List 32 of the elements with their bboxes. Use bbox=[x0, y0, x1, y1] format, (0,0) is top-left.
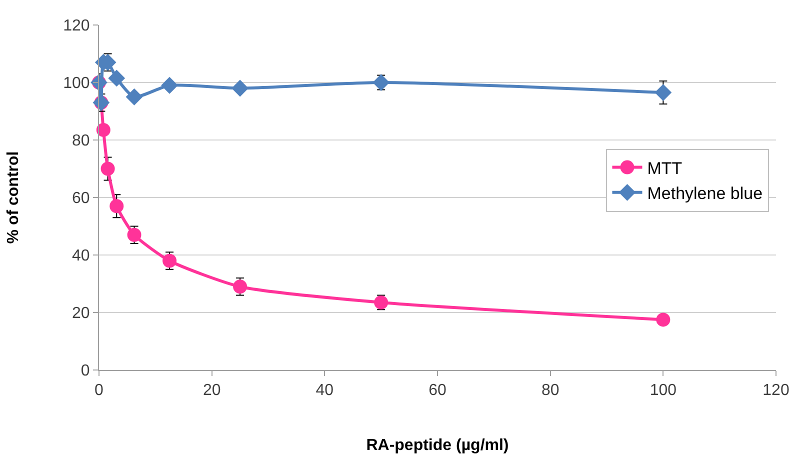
point bbox=[232, 80, 248, 97]
point bbox=[374, 295, 388, 310]
point bbox=[162, 254, 177, 268]
y-tick-label: 80 bbox=[72, 132, 90, 150]
point bbox=[656, 312, 670, 327]
x-tick-label: 100 bbox=[650, 382, 677, 400]
legend-label: Methylene blue bbox=[647, 184, 763, 204]
x-axis-title: RA-peptide (µg/ml) bbox=[366, 436, 509, 454]
x-tick-label: 80 bbox=[541, 382, 560, 400]
point bbox=[126, 88, 143, 106]
x-tick-label: 60 bbox=[428, 382, 446, 400]
point bbox=[96, 122, 110, 137]
point bbox=[161, 76, 178, 94]
point bbox=[110, 199, 124, 214]
x-tick-label: 120 bbox=[762, 382, 790, 400]
legend-label: MTT bbox=[647, 158, 682, 178]
x-tick-label: 0 bbox=[94, 382, 104, 400]
point bbox=[372, 74, 390, 91]
y-tick-label: 60 bbox=[72, 190, 90, 208]
y-tick-label: 20 bbox=[72, 305, 90, 322]
x-tick-label: 20 bbox=[202, 382, 221, 400]
point bbox=[654, 84, 672, 102]
point bbox=[100, 162, 115, 176]
y-tick-label: 120 bbox=[63, 18, 90, 35]
y-tick-label: 0 bbox=[80, 362, 90, 380]
y-axis-title: % of control bbox=[4, 151, 22, 244]
x-tick-label: 40 bbox=[316, 382, 334, 400]
y-tick-label: 100 bbox=[63, 75, 90, 92]
y-tick-label: 40 bbox=[72, 248, 90, 265]
point bbox=[127, 228, 142, 242]
point bbox=[233, 280, 248, 294]
point bbox=[108, 70, 126, 87]
